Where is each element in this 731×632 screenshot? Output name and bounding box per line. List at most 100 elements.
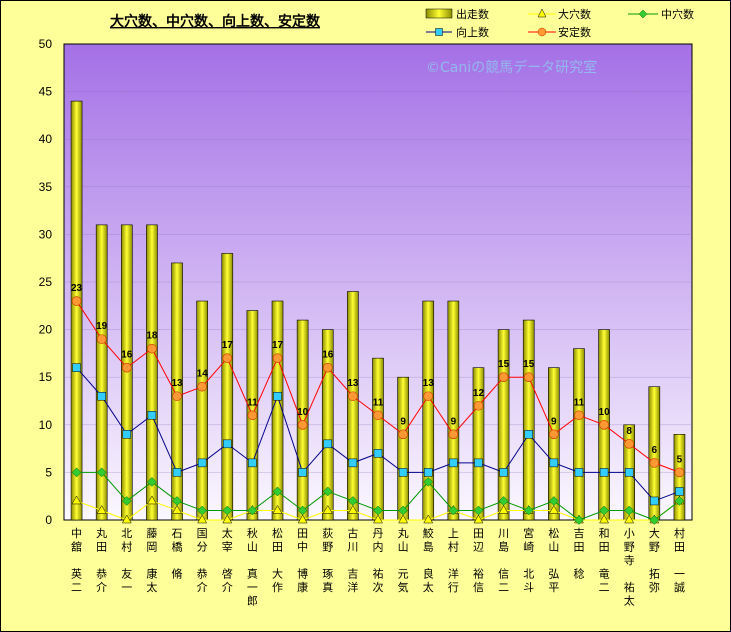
point-中穴数 — [448, 505, 459, 516]
point-中穴数 — [222, 505, 233, 516]
x-tick-label: 信 — [498, 568, 509, 581]
x-tick-label: 太 — [423, 581, 434, 594]
y-axis: 0 5 10 15 20 25 30 35 40 45 50 — [39, 37, 692, 527]
x-tick-label: 山 — [247, 541, 258, 554]
point-中穴数 — [674, 496, 685, 506]
bar-出走数 — [522, 319, 535, 521]
point-向上数 — [248, 458, 257, 468]
point-向上数 — [650, 496, 659, 506]
x-tick-label: 次 — [373, 580, 384, 594]
point-大穴数 — [473, 514, 484, 524]
x-tick-label: 秋 — [247, 526, 258, 540]
point-中穴数 — [398, 505, 408, 516]
bar-出走数 — [548, 367, 560, 521]
x-tick-label: 中 — [71, 527, 82, 540]
x-tick-label: 二 — [498, 581, 509, 594]
point-安定数 — [523, 372, 534, 383]
point-大穴数 — [197, 514, 208, 524]
x-tick-label: 松 — [272, 526, 283, 540]
x-tick-label: 山 — [398, 541, 409, 554]
point-安定数 — [348, 391, 358, 402]
data-label-安定数: 17 — [222, 340, 234, 351]
y-tick-label: 5 — [45, 465, 52, 479]
data-label-安定数: 9 — [451, 416, 457, 427]
x-tick-label: 古 — [347, 527, 358, 540]
legend-marker-中穴数 — [638, 9, 648, 19]
x-tick-label: 吉 — [347, 568, 358, 581]
x-tick-label: 一 — [121, 581, 132, 594]
point-大穴数 — [322, 504, 333, 514]
legend-label-出走数: 出走数 — [456, 7, 489, 21]
point-中穴数 — [272, 486, 283, 497]
y-tick-label: 50 — [39, 37, 53, 51]
point-中穴数 — [71, 467, 82, 478]
x-tick-label: 康 — [297, 580, 308, 594]
point-安定数 — [398, 429, 408, 440]
x-tick-label: 祐 — [373, 568, 384, 581]
x-tick-label: 山 — [548, 541, 559, 554]
data-label-安定数: 19 — [96, 321, 108, 332]
x-axis: 中舘英二丸田恭介北村友一藤岡康太石橋脩国分恭介太宰啓介秋山真一郎松田大作田中博康… — [71, 526, 685, 608]
x-tick-label: 英 — [71, 567, 82, 581]
point-向上数 — [197, 458, 207, 468]
point-中穴数 — [322, 486, 333, 497]
x-tick-label: 北 — [121, 527, 132, 540]
data-label-安定数: 18 — [146, 331, 158, 342]
y-tick-label: 20 — [39, 323, 53, 337]
point-大穴数 — [548, 504, 559, 514]
x-tick-label: 一 — [674, 568, 685, 581]
legend-label-大穴数: 大穴数 — [558, 7, 591, 21]
x-tick-label: 大 — [649, 526, 660, 540]
data-label-安定数: 16 — [121, 350, 133, 361]
x-tick-label: 二 — [599, 581, 610, 594]
y-tick-label: 45 — [39, 85, 53, 99]
x-tick-label: 田 — [573, 541, 584, 554]
data-label-安定数: 15 — [523, 359, 535, 370]
x-tick-label: 上 — [448, 527, 459, 540]
point-中穴数 — [96, 467, 107, 478]
bar-出走数 — [573, 348, 585, 521]
legend-marker-大穴数 — [537, 8, 547, 18]
point-安定数 — [297, 419, 308, 430]
x-tick-label: 裕 — [473, 568, 484, 581]
x-tick-label: 石 — [172, 527, 183, 540]
point-向上数 — [298, 468, 307, 477]
point-安定数 — [222, 353, 233, 363]
x-tick-label: 真 — [247, 567, 258, 581]
point-大穴数 — [96, 504, 107, 514]
legend-marker-安定数 — [537, 27, 547, 37]
point-安定数 — [147, 343, 157, 354]
x-tick-label: 真 — [322, 580, 333, 594]
x-tick-label: 弘 — [548, 568, 559, 581]
point-安定数 — [549, 429, 559, 440]
point-安定数 — [599, 419, 609, 430]
point-向上数 — [373, 449, 383, 458]
legend: 出走数 大穴数 中穴数 向上数 安定数 — [425, 7, 694, 39]
point-中穴数 — [498, 496, 509, 506]
x-tick-label: 琢 — [322, 568, 333, 581]
x-tick-label: 介 — [96, 581, 107, 594]
legend-label-中穴数: 中穴数 — [661, 7, 694, 21]
x-tick-label: 田 — [297, 527, 308, 540]
x-tick-label: 島 — [498, 540, 509, 554]
x-tick-label: 誠 — [674, 581, 685, 594]
x-tick-label: 元 — [398, 568, 409, 581]
x-tick-label: 藤 — [146, 527, 157, 540]
x-tick-label: 村 — [674, 526, 685, 540]
y-tick-label: 0 — [45, 513, 52, 527]
bar-出走数 — [422, 300, 435, 521]
x-tick-label: 北 — [523, 568, 534, 581]
data-label-安定数: 10 — [297, 407, 309, 418]
x-tick-label: 斗 — [523, 581, 534, 594]
point-安定数 — [272, 353, 283, 363]
point-中穴数 — [121, 496, 132, 506]
x-tick-label: 田 — [96, 541, 107, 554]
x-tick-label: 信 — [473, 581, 484, 594]
data-label-安定数: 6 — [652, 445, 658, 456]
x-tick-label: 祐 — [624, 581, 635, 594]
x-tick-label: 辺 — [473, 541, 484, 554]
point-安定数 — [247, 410, 258, 421]
point-安定数 — [197, 381, 207, 392]
x-tick-label: 川 — [498, 527, 509, 540]
point-向上数 — [172, 468, 182, 477]
